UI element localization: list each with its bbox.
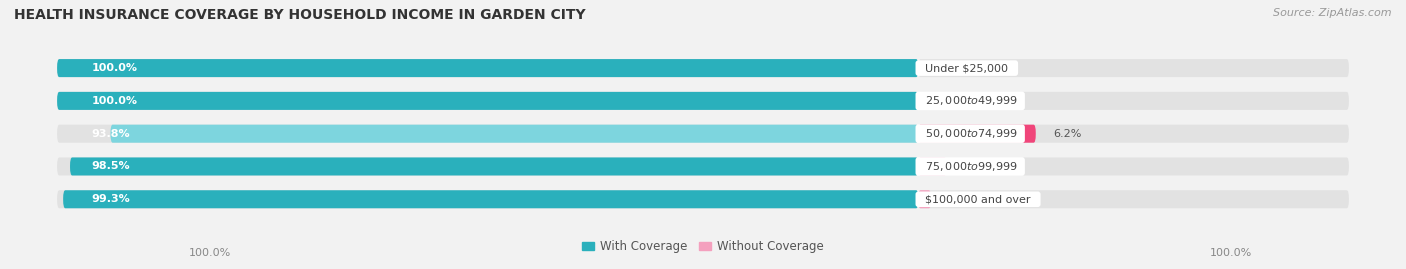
- Text: 6.2%: 6.2%: [1053, 129, 1081, 139]
- FancyBboxPatch shape: [918, 190, 1348, 208]
- Text: 100.0%: 100.0%: [91, 96, 138, 106]
- FancyBboxPatch shape: [58, 190, 918, 208]
- Text: $75,000 to $99,999: $75,000 to $99,999: [918, 160, 1022, 173]
- FancyBboxPatch shape: [63, 190, 918, 208]
- Text: 1.5%: 1.5%: [965, 161, 993, 171]
- Text: 100.0%: 100.0%: [91, 63, 138, 73]
- Text: 100.0%: 100.0%: [1211, 248, 1253, 258]
- Text: 98.5%: 98.5%: [91, 161, 131, 171]
- FancyBboxPatch shape: [58, 92, 918, 110]
- Text: Under $25,000: Under $25,000: [918, 63, 1015, 73]
- FancyBboxPatch shape: [58, 157, 918, 175]
- Text: $25,000 to $49,999: $25,000 to $49,999: [918, 94, 1022, 107]
- FancyBboxPatch shape: [918, 157, 946, 175]
- FancyBboxPatch shape: [111, 125, 918, 143]
- Text: $100,000 and over: $100,000 and over: [918, 194, 1038, 204]
- Legend: With Coverage, Without Coverage: With Coverage, Without Coverage: [578, 235, 828, 258]
- FancyBboxPatch shape: [70, 157, 918, 175]
- Text: Source: ZipAtlas.com: Source: ZipAtlas.com: [1274, 8, 1392, 18]
- FancyBboxPatch shape: [58, 59, 918, 77]
- FancyBboxPatch shape: [918, 92, 1348, 110]
- Text: 0.0%: 0.0%: [939, 63, 969, 73]
- FancyBboxPatch shape: [918, 190, 931, 208]
- Text: $50,000 to $74,999: $50,000 to $74,999: [918, 127, 1022, 140]
- FancyBboxPatch shape: [918, 125, 1036, 143]
- FancyBboxPatch shape: [918, 125, 1348, 143]
- FancyBboxPatch shape: [918, 157, 1348, 175]
- Text: 0.67%: 0.67%: [948, 194, 984, 204]
- Text: HEALTH INSURANCE COVERAGE BY HOUSEHOLD INCOME IN GARDEN CITY: HEALTH INSURANCE COVERAGE BY HOUSEHOLD I…: [14, 8, 586, 22]
- FancyBboxPatch shape: [58, 92, 918, 110]
- Text: 0.0%: 0.0%: [939, 96, 969, 106]
- FancyBboxPatch shape: [918, 59, 1348, 77]
- FancyBboxPatch shape: [58, 59, 918, 77]
- Text: 100.0%: 100.0%: [188, 248, 231, 258]
- Text: 99.3%: 99.3%: [91, 194, 131, 204]
- Text: 93.8%: 93.8%: [91, 129, 131, 139]
- FancyBboxPatch shape: [58, 125, 918, 143]
